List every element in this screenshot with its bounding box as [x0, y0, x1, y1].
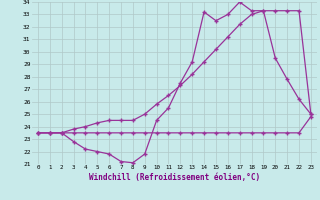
X-axis label: Windchill (Refroidissement éolien,°C): Windchill (Refroidissement éolien,°C) — [89, 173, 260, 182]
